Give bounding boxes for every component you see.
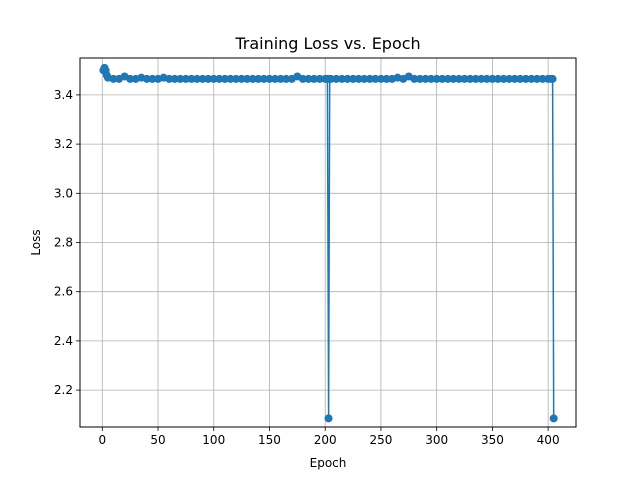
data-point [337,74,346,83]
data-point [315,74,324,83]
x-tick-label: 250 [369,433,392,447]
data-point [477,74,486,83]
data-point [226,74,235,83]
data-point [532,74,541,83]
data-point [488,74,497,83]
data-point [460,74,469,83]
x-tick-label: 0 [98,433,106,447]
data-point [365,74,374,83]
y-axis-label: Loss [29,229,43,255]
data-point [360,74,369,83]
data-point [510,74,519,83]
data-point [343,74,352,83]
data-point [410,74,419,83]
data-point [516,74,525,83]
data-point [193,74,202,83]
data-point [248,74,257,83]
data-point [382,74,391,83]
y-tick-label: 3.2 [54,137,73,151]
data-point [376,74,385,83]
data-point [170,74,179,83]
y-tick-label: 2.8 [54,236,73,250]
data-point [215,74,224,83]
data-point [310,74,319,83]
data-point [354,74,363,83]
x-tick-label: 150 [258,433,281,447]
data-point [427,74,436,83]
data-point [326,74,335,83]
data-point [298,74,307,83]
data-point [220,74,229,83]
series-loss [99,63,558,423]
data-point [142,74,151,83]
data-point [237,74,246,83]
data-point [438,74,447,83]
data-point [443,74,452,83]
x-axis: 0 50 100 150 200 250 300 350 400 [98,427,560,447]
data-point [304,74,313,83]
data-point [432,74,441,83]
data-point [415,74,424,83]
chart-title: Training Loss vs. Epoch [234,34,420,53]
data-point [181,74,190,83]
x-tick-label: 300 [425,433,448,447]
data-point [493,74,502,83]
data-point [271,74,280,83]
y-tick-label: 3.0 [54,186,73,200]
x-tick-label: 50 [150,433,165,447]
data-point [204,74,213,83]
data-point [538,74,547,83]
data-point [126,74,135,83]
data-point [466,74,475,83]
data-point [527,74,536,83]
data-point [265,74,274,83]
x-axis-label: Epoch [310,456,347,470]
data-point [148,74,157,83]
x-tick-label: 400 [537,433,560,447]
x-tick-label: 200 [314,433,337,447]
y-axis: 2.2 2.4 2.6 2.8 3.0 3.2 3.4 [54,88,80,397]
data-point [282,74,291,83]
data-point [198,74,207,83]
data-point [421,74,430,83]
data-point [165,74,174,83]
data-point [259,74,268,83]
data-point [187,74,196,83]
data-point [499,74,508,83]
data-point [176,74,185,83]
data-point [505,74,514,83]
y-tick-label: 2.6 [54,285,73,299]
data-point [324,414,333,423]
data-point [548,74,557,83]
data-point [109,74,118,83]
data-point [449,74,458,83]
data-point [549,414,558,423]
data-point [232,74,241,83]
x-tick-label: 100 [202,433,225,447]
x-tick-label: 350 [481,433,504,447]
data-point [276,74,285,83]
data-point [371,74,380,83]
data-point [521,74,530,83]
data-point [254,74,263,83]
data-point [243,74,252,83]
y-tick-label: 3.4 [54,88,73,102]
y-tick-label: 2.4 [54,334,73,348]
data-point [454,74,463,83]
data-point [349,74,358,83]
data-point [332,74,341,83]
y-tick-label: 2.2 [54,383,73,397]
data-point [471,74,480,83]
data-point [209,74,218,83]
data-point [482,74,491,83]
